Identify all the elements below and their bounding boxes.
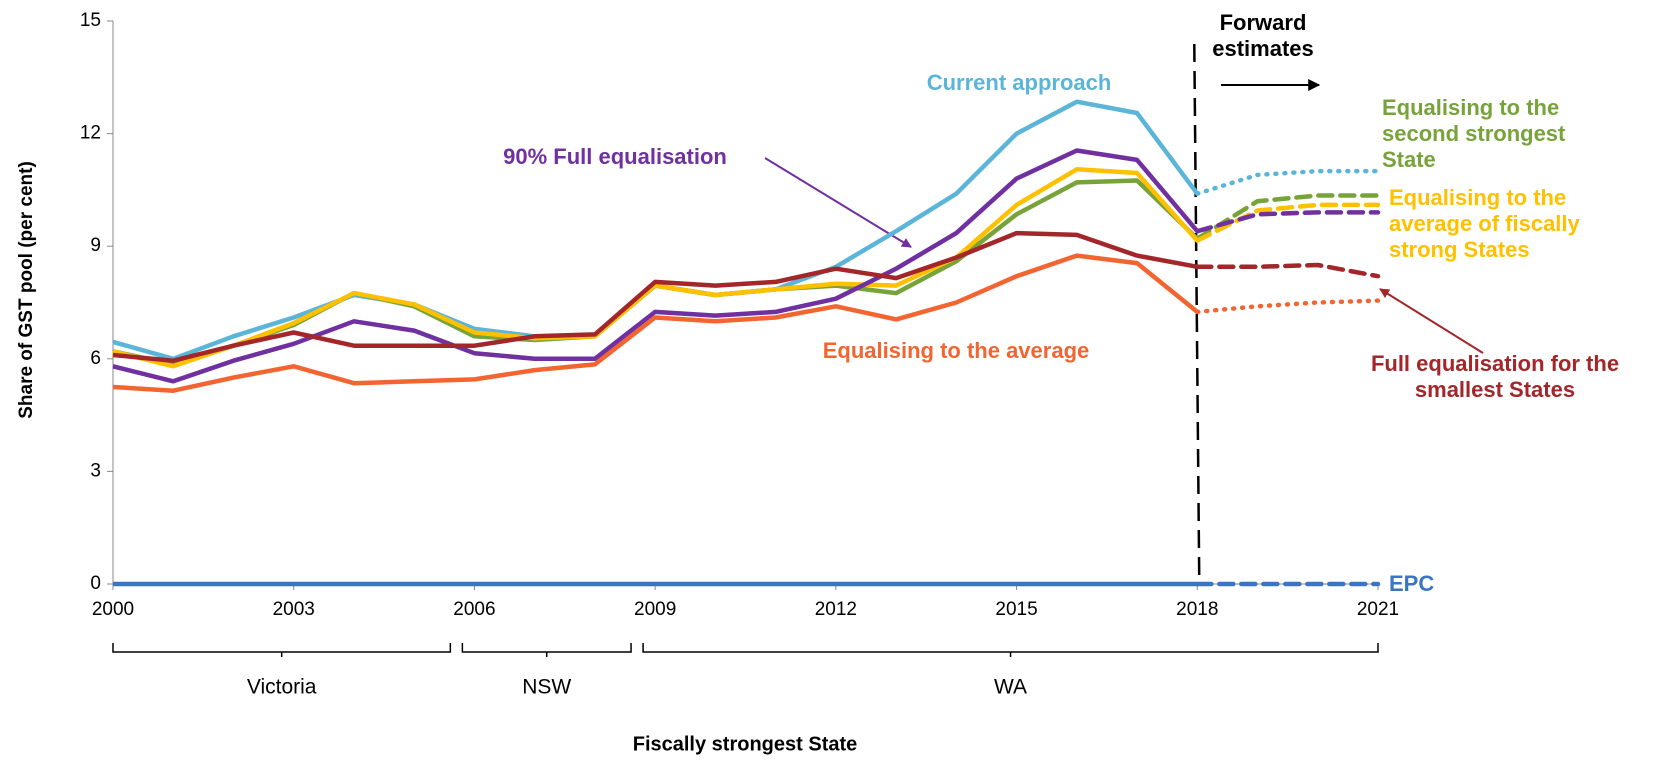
series-label: EPC <box>1389 571 1435 596</box>
group-bracket <box>642 643 1379 657</box>
forecast-line <box>1195 168 1381 196</box>
series-line <box>112 230 1198 363</box>
series-line <box>112 253 1199 393</box>
x-axis-label: Fiscally strongest State <box>633 733 858 755</box>
group-bracket <box>112 643 452 657</box>
group-label: WA <box>994 676 1027 699</box>
x-tick-label: 2018 <box>1176 599 1218 620</box>
x-tick-label: 2012 <box>815 599 857 620</box>
y-tick-label: 12 <box>80 123 101 144</box>
group-label: Victoria <box>247 676 317 699</box>
x-tick-label: 2015 <box>995 599 1037 620</box>
y-tick-label: 9 <box>90 235 101 256</box>
x-tick-label: 2006 <box>453 599 495 620</box>
forecast-line <box>1195 193 1381 241</box>
forecast-label: Forward estimates <box>1212 10 1314 61</box>
series-line <box>112 167 1199 369</box>
annotation-arrow <box>764 157 912 248</box>
y-tick-label: 6 <box>90 348 101 369</box>
series-label: Equalising to the average <box>822 338 1090 363</box>
group-label: NSW <box>522 676 571 699</box>
series-label: Equalising to the average of fiscally st… <box>1389 185 1580 262</box>
y-tick-label: 0 <box>90 573 101 594</box>
series-label: Full equalisation for the smallest State… <box>1370 351 1620 402</box>
forecast-line <box>1195 210 1381 234</box>
forecast-line <box>1195 202 1381 243</box>
forecast-line <box>1195 262 1381 279</box>
y-axis-label: Share of GST pool (per cent) <box>16 161 37 419</box>
annotation-arrow <box>1379 288 1484 354</box>
x-tick-label: 2021 <box>1357 599 1399 620</box>
series-label: Equalising to the second strongest State <box>1382 95 1566 172</box>
x-tick-label: 2009 <box>634 599 676 620</box>
x-tick-label: 2003 <box>273 599 315 620</box>
y-tick-label: 15 <box>80 10 101 31</box>
series-line <box>112 148 1200 384</box>
series-label: 90% Full equalisation <box>503 144 727 169</box>
forecast-line <box>1195 298 1381 315</box>
group-bracket <box>461 643 632 657</box>
series-label: Current approach <box>926 70 1112 95</box>
x-tick-label: 2000 <box>92 599 134 620</box>
y-tick-label: 3 <box>90 460 101 481</box>
